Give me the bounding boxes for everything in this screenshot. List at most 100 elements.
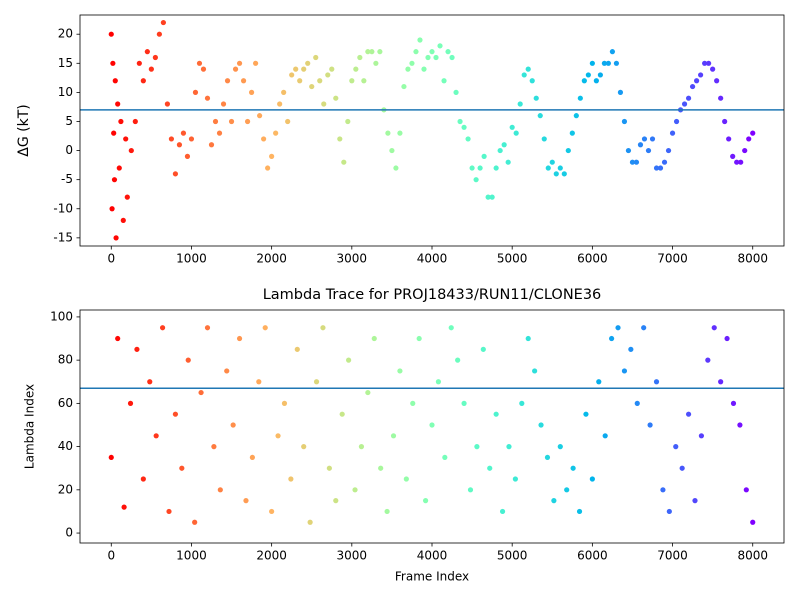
point [108, 454, 114, 461]
point [288, 476, 294, 482]
point [601, 60, 607, 66]
point [589, 60, 595, 66]
point [722, 118, 728, 125]
point [634, 400, 640, 406]
point [737, 422, 743, 428]
point [429, 422, 435, 428]
point [480, 346, 486, 352]
point [111, 177, 118, 183]
y-tick-label: 20 [58, 27, 73, 41]
point [529, 78, 535, 84]
point [349, 78, 355, 84]
point [309, 83, 315, 90]
point [653, 165, 660, 171]
point [236, 335, 243, 342]
point [252, 60, 259, 66]
point [657, 165, 664, 171]
point [110, 60, 116, 66]
point [198, 389, 204, 396]
point [115, 335, 121, 342]
point [750, 519, 756, 525]
point [698, 433, 705, 439]
y-tick-label: 15 [58, 56, 73, 70]
point [445, 49, 451, 55]
point [192, 89, 199, 95]
point [435, 379, 442, 385]
point [461, 400, 467, 406]
point [243, 498, 249, 504]
point [416, 335, 422, 342]
point [545, 165, 551, 171]
point [629, 159, 636, 165]
point [333, 498, 339, 504]
point [200, 66, 207, 72]
point [144, 49, 150, 55]
plot-area [108, 19, 756, 241]
point [698, 72, 704, 78]
point [341, 159, 347, 165]
y-tick-label: 20 [58, 482, 73, 496]
point [461, 124, 467, 130]
point [127, 400, 134, 406]
point [275, 433, 281, 439]
point [596, 379, 602, 385]
point [232, 66, 239, 72]
point [706, 60, 712, 66]
x-tick-label: 8000 [737, 252, 768, 266]
point [746, 136, 752, 142]
point [589, 476, 595, 482]
point [689, 83, 696, 90]
y-tick-label: 80 [58, 353, 73, 367]
point [357, 54, 363, 61]
point [140, 78, 146, 84]
point [321, 101, 327, 107]
point [166, 508, 172, 515]
point [172, 171, 179, 177]
point [220, 101, 227, 107]
point [465, 136, 471, 142]
point [505, 159, 511, 165]
point [602, 433, 608, 439]
point [123, 136, 129, 142]
x-tick-label: 2000 [256, 252, 287, 266]
y-tick-label: 60 [58, 396, 73, 410]
point [393, 165, 399, 171]
point [384, 508, 390, 515]
point [455, 357, 461, 363]
point [216, 130, 223, 136]
point [184, 153, 191, 159]
point [160, 19, 166, 26]
point [538, 422, 544, 428]
point [417, 37, 423, 43]
point [269, 508, 275, 515]
point [597, 72, 603, 78]
point [337, 136, 343, 142]
point [730, 153, 736, 159]
point [118, 118, 124, 125]
point [109, 206, 115, 212]
x-tick-label: 3000 [337, 252, 368, 266]
point [637, 142, 644, 148]
point [325, 72, 331, 78]
point [742, 147, 748, 154]
point [425, 54, 431, 61]
point [593, 78, 599, 84]
point [513, 130, 519, 136]
point [211, 444, 217, 450]
point [179, 465, 185, 471]
point [553, 171, 559, 177]
x-tick-label: 6000 [577, 252, 608, 266]
point [405, 66, 411, 72]
point [172, 411, 179, 417]
point [112, 78, 118, 84]
point [111, 130, 117, 136]
point [641, 325, 647, 331]
x-tick-label: 4000 [417, 549, 448, 563]
point [517, 101, 523, 107]
point [120, 217, 126, 223]
point [685, 411, 692, 417]
point [230, 422, 236, 428]
x-tick-label: 6000 [577, 549, 608, 563]
x-tick-label: 8000 [737, 549, 768, 563]
